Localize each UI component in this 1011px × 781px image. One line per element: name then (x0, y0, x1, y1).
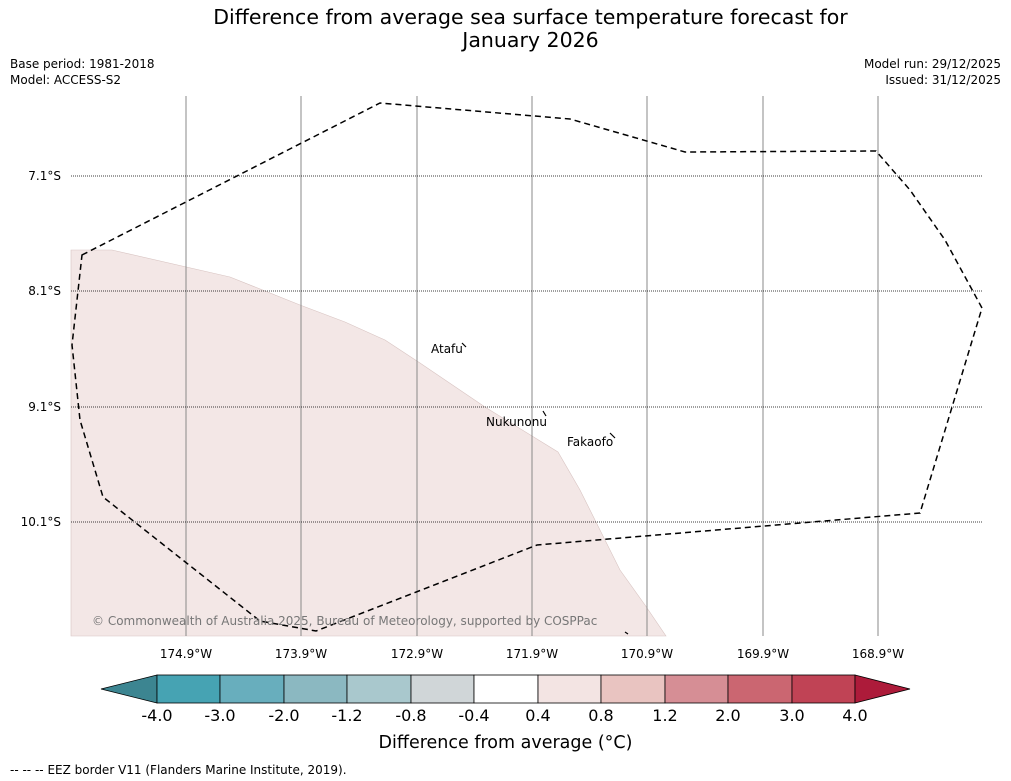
issued-date: Issued: 31/12/2025 (885, 73, 1001, 87)
colorbar-segment (727, 674, 793, 704)
colorbar-tick: -0.4 (458, 706, 490, 725)
colorbar-segment (473, 674, 539, 704)
copyright-notice: © Commonwealth of Australia 2025, Bureau… (92, 614, 598, 628)
colorbar-segment (219, 674, 285, 704)
colorbar-tick: 3.0 (779, 706, 805, 725)
lon-label: 172.9°W (390, 647, 444, 661)
colorbar-tick: 0.8 (588, 706, 614, 725)
colorbar-segment (156, 674, 221, 704)
island-marks (461, 342, 629, 635)
colorbar-tick: 1.2 (652, 706, 678, 725)
lon-label: 169.9°W (736, 647, 790, 661)
title-line-1: Difference from average sea surface temp… (213, 5, 848, 29)
lon-label: 168.9°W (851, 647, 905, 661)
lon-label: 173.9°W (274, 647, 328, 661)
place-atafu: Atafu (431, 342, 463, 356)
colorbar-segment (346, 674, 412, 704)
colorbar-tick: 4.0 (842, 706, 868, 725)
place-nukunonu: Nukunonu (486, 415, 547, 429)
atafu-island-mark (461, 342, 467, 348)
colorbar-segment (600, 674, 666, 704)
colorbar-right-arrow (854, 674, 911, 704)
eez-legend-dash: -- -- -- (10, 763, 44, 777)
colorbar-tick: -0.8 (395, 706, 427, 725)
lon-label: 170.9°W (620, 647, 674, 661)
colorbar-tick: -1.2 (331, 706, 363, 725)
fakaofo-island-mark (609, 432, 616, 439)
lat-label: 7.1°S (28, 169, 61, 183)
colorbar-segment (283, 674, 348, 704)
eez-border (71, 102, 983, 632)
map-title: Difference from average sea surface temp… (0, 6, 1011, 52)
colorbar-segment (791, 674, 856, 704)
colorbar-tick: 0.4 (525, 706, 551, 725)
colorbar-left-arrow (100, 674, 158, 704)
meta-right: Model run: 29/12/2025 Issued: 31/12/2025 (864, 56, 1001, 88)
lon-label: 171.9°W (505, 647, 559, 661)
colorbar-tick: 2.0 (715, 706, 741, 725)
meta-left: Base period: 1981-2018 Model: ACCESS-S2 (10, 56, 155, 88)
lat-label: 9.1°S (28, 400, 61, 414)
colorbar-tick: -4.0 (141, 706, 173, 725)
title-line-2: January 2026 (462, 28, 599, 52)
small-island-mark (624, 631, 629, 635)
place-fakaofo: Fakaofo (567, 435, 614, 449)
colorbar (100, 674, 911, 704)
model-run: Model run: 29/12/2025 (863, 57, 1001, 71)
colorbar-tick: -3.0 (204, 706, 236, 725)
nukunonu-island-mark (542, 410, 547, 417)
lat-label: 10.1°S (20, 515, 61, 529)
colorbar-segment (664, 674, 729, 704)
lat-label: 8.1°S (28, 284, 61, 298)
model-name: Model: ACCESS-S2 (10, 73, 122, 87)
lon-label: 174.9°W (159, 647, 213, 661)
longitude-gridlines (185, 96, 879, 636)
colorbar-tick: -2.0 (268, 706, 300, 725)
colorbar-segment (537, 674, 602, 704)
base-period: Base period: 1981-2018 (10, 57, 155, 71)
eez-legend-text: EEZ border V11 (Flanders Marine Institut… (47, 763, 347, 777)
colorbar-segment (410, 674, 475, 704)
eez-legend: -- -- -- EEZ border V11 (Flanders Marine… (10, 763, 347, 777)
colorbar-title: Difference from average (°C) (378, 733, 633, 753)
